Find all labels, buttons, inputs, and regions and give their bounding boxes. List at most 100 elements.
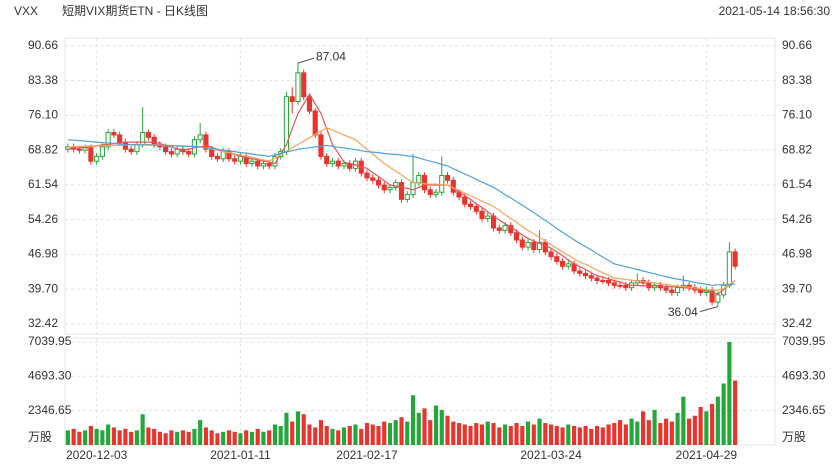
volume-bar	[272, 424, 278, 445]
candle-body	[588, 275, 594, 279]
candle-body	[151, 136, 157, 145]
volume-bar	[295, 411, 301, 445]
volume-bar	[497, 427, 502, 445]
candle-body	[134, 143, 140, 153]
volume-bar	[589, 428, 594, 445]
volume-bar	[209, 430, 214, 445]
candle-body	[105, 132, 111, 148]
volume-bar	[566, 424, 571, 445]
volume-bar	[284, 412, 289, 445]
volume-bar	[704, 411, 709, 445]
volume-bar	[278, 425, 283, 445]
volume-bar	[479, 424, 485, 445]
x-tick-label: 2021-03-24	[520, 448, 582, 462]
y-tick-label: 61.54	[28, 177, 58, 191]
candle-body	[364, 172, 370, 179]
volume-bar	[255, 428, 260, 445]
volume-bar	[554, 425, 559, 445]
volume-bar	[192, 428, 197, 445]
candle-body	[375, 179, 382, 186]
volume-bar	[445, 415, 450, 445]
volume-bar	[669, 421, 674, 445]
candle-body	[232, 158, 238, 162]
candle-body	[220, 151, 226, 160]
volume-tick-label-right: 2346.65	[782, 403, 826, 417]
candle-body	[513, 232, 520, 241]
volume-bar	[514, 423, 519, 445]
volume-bar	[583, 425, 588, 445]
candle-body	[387, 186, 393, 191]
candle-body	[675, 287, 681, 293]
volume-bar	[198, 420, 203, 445]
volume-bar	[612, 423, 617, 445]
candle-body	[421, 174, 428, 191]
volume-bar	[664, 418, 669, 445]
volume-bar	[687, 418, 692, 445]
volume-bar	[341, 427, 347, 445]
volume-bar	[83, 430, 88, 445]
candle-body	[611, 282, 617, 286]
candle-body	[594, 277, 600, 282]
volume-bar	[301, 414, 306, 445]
candle-body	[554, 256, 560, 262]
volume-bar	[618, 420, 623, 445]
volume-bar	[405, 421, 410, 445]
volume-bar	[571, 425, 577, 445]
candle-body	[542, 241, 548, 253]
volume-bar	[376, 425, 381, 445]
moving-average-line	[67, 93, 736, 295]
volume-bar	[433, 405, 439, 445]
candle-body	[94, 155, 100, 162]
volume-bar	[721, 383, 726, 445]
volume-bar	[439, 409, 444, 445]
volume-bar	[94, 428, 99, 445]
volume-bar	[422, 408, 427, 445]
candle-body	[444, 174, 451, 181]
y-tick-label: 46.98	[28, 247, 58, 261]
candle-body	[329, 160, 336, 165]
candle-body	[669, 289, 675, 293]
candle-body	[502, 225, 508, 231]
volume-bar	[364, 423, 370, 445]
candle-body	[726, 251, 732, 286]
y-tick-label-right: 54.26	[782, 212, 812, 226]
candle-body	[663, 287, 669, 291]
candle-body	[416, 174, 422, 184]
y-tick-label: 76.10	[28, 108, 58, 122]
volume-bar	[157, 431, 162, 445]
volume-bar	[221, 431, 226, 445]
volume-bar	[502, 424, 508, 445]
volume-bar	[100, 430, 105, 445]
candle-body	[490, 215, 497, 229]
volume-bar	[646, 420, 651, 445]
candle-body	[559, 260, 566, 267]
candle-body	[260, 163, 267, 167]
volume-bar	[600, 427, 605, 445]
volume-bar	[560, 427, 565, 445]
candle-body	[99, 146, 105, 157]
candle-body	[312, 110, 318, 136]
x-tick-label: 2021-04-29	[676, 448, 738, 462]
candle-body	[111, 132, 117, 136]
x-tick-label: 2021-02-17	[336, 448, 398, 462]
volume-bar	[146, 427, 151, 445]
candle-body	[145, 132, 151, 138]
high-marker-line	[297, 57, 315, 64]
candle-body	[370, 177, 376, 181]
volume-bar	[318, 420, 324, 445]
volume-bar	[180, 430, 185, 445]
candle-body	[479, 210, 485, 219]
volume-bar	[232, 431, 237, 445]
volume-bar	[410, 395, 416, 445]
y-tick-label: 83.38	[28, 73, 58, 87]
candle-body	[462, 196, 468, 205]
volume-bar	[238, 433, 243, 445]
volume-bar	[163, 433, 168, 445]
volume-bar	[324, 425, 329, 445]
candle-body	[255, 160, 261, 167]
x-tick-label: 2021-01-11	[210, 448, 271, 462]
volume-bar	[491, 423, 496, 445]
volume-tick-label: 2346.65	[28, 403, 72, 417]
volume-bar	[387, 423, 393, 445]
